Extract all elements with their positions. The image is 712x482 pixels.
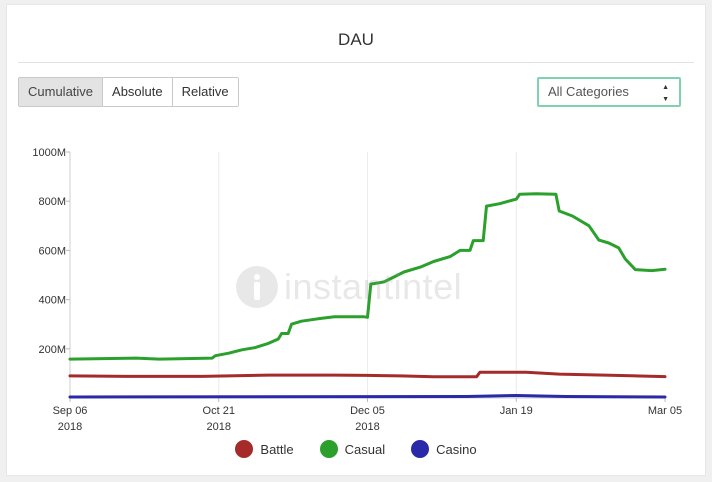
watermark-text: instantintel [284, 266, 463, 307]
x-tick-year: 2018 [355, 421, 379, 433]
y-tick-label: 400M [38, 295, 66, 307]
sort-arrows-icon: ▲ ▼ [662, 84, 669, 103]
category-select[interactable]: All Categories ▲ ▼ [537, 77, 681, 107]
title-divider [18, 62, 694, 63]
chart-title: DAU [338, 30, 374, 49]
view-mode-toggle: Cumulative Absolute Relative [18, 77, 239, 107]
x-tick-label: Oct 21 [203, 405, 235, 417]
legend-label-casual: Casual [344, 441, 386, 457]
legend-item-casino[interactable]: Casino [411, 440, 477, 458]
y-tick-label: 600M [38, 245, 66, 257]
y-tick-label: 1000M [32, 147, 66, 159]
x-tick-year: 2018 [58, 421, 82, 433]
x-tick-year: 2018 [207, 421, 231, 433]
legend-swatch-casual [319, 440, 338, 458]
info-logo-icon [236, 266, 278, 308]
series-line-casual[interactable] [68, 192, 667, 361]
legend-swatch-casino [411, 440, 430, 458]
tab-relative[interactable]: Relative [172, 78, 238, 106]
watermark: instantintel [236, 266, 462, 308]
x-tick-label: Mar 05 [648, 405, 682, 417]
x-tick-label: Sep 06 [53, 405, 88, 417]
tab-cumulative[interactable]: Cumulative [19, 78, 104, 106]
legend-label-casino: Casino [436, 441, 477, 457]
legend-label-battle: Battle [260, 441, 294, 457]
tab-absolute[interactable]: Absolute [103, 78, 173, 106]
chart-legend: Battle Casual Casino [0, 440, 712, 458]
y-tick-label: 800M [38, 196, 66, 208]
series-line-battle[interactable] [68, 370, 667, 379]
legend-swatch-battle [235, 440, 254, 458]
x-tick-label: Dec 05 [350, 405, 385, 417]
legend-item-battle[interactable]: Battle [235, 440, 294, 458]
legend-item-casual[interactable]: Casual [319, 440, 386, 458]
category-select-value: All Categories [548, 84, 629, 99]
series-line-casino[interactable] [68, 394, 667, 399]
y-tick-label: 200M [38, 344, 66, 356]
x-tick-label: Jan 19 [500, 405, 533, 417]
